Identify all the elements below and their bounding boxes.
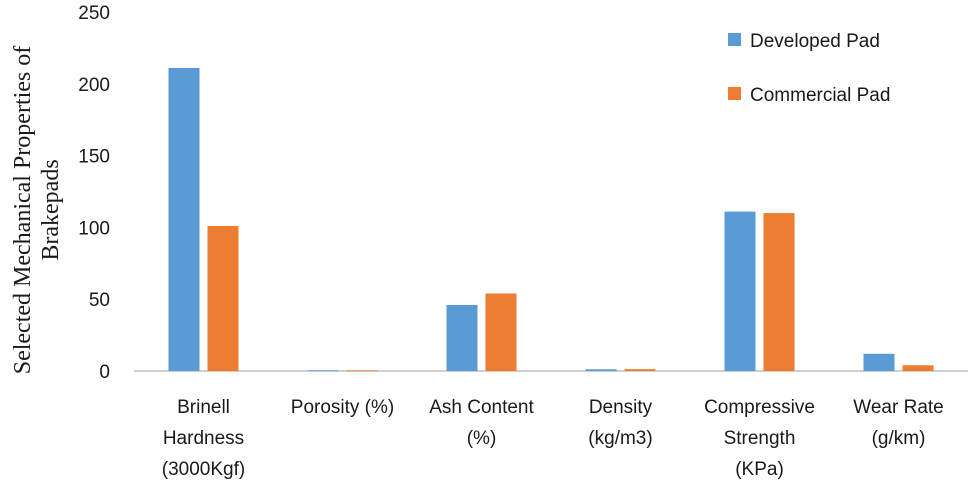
x-category-label: Porosity (%) <box>291 397 394 418</box>
bar-developed-5 <box>863 353 895 371</box>
bar-commercial-4 <box>763 213 795 371</box>
x-category-label-line: (g/km) <box>872 428 926 449</box>
x-category-label-line: Strength <box>724 428 796 449</box>
category-labels: Brinell Hardness (3000Kgf) Porosity (%) Ash … <box>162 397 944 480</box>
y-tick-label: 200 <box>78 75 110 96</box>
x-category-label-line: (3000Kgf) <box>162 459 245 480</box>
y-tick-label: 50 <box>89 290 110 311</box>
legend-label-1: Commercial Pad <box>750 85 890 106</box>
x-category-label-line: Ash Content <box>429 397 534 418</box>
x-category-label-line: Compressive <box>704 397 815 418</box>
y-tick-label: 100 <box>78 218 110 239</box>
x-category-label: Density (kg/m3) <box>588 397 652 449</box>
x-category-label-line: Brinell <box>177 397 230 418</box>
bar-commercial-0 <box>207 225 239 371</box>
y-axis-ticks: 0 50 100 150 200 250 <box>78 3 110 383</box>
x-category-label: Ash Content (%) <box>429 397 534 449</box>
y-axis-title: Selected Mechanical Properties ofBrakepa… <box>10 46 64 375</box>
x-category-label-line: Hardness <box>163 428 244 449</box>
x-category-label-line: Wear Rate <box>853 397 943 418</box>
bar-commercial-1 <box>346 370 378 372</box>
x-category-label-line: (%) <box>467 428 497 449</box>
legend-swatch-0 <box>728 33 741 46</box>
x-category-label-line: Porosity (%) <box>291 397 394 418</box>
x-category-label-line: Density <box>589 397 653 418</box>
legend: Developed Pad Commercial Pad <box>728 31 890 106</box>
x-category-label: Wear Rate (g/km) <box>853 397 943 449</box>
y-axis-title-line: Brakepads <box>38 159 64 260</box>
y-tick-label: 150 <box>78 147 110 168</box>
y-tick-label: 250 <box>78 3 110 24</box>
x-category-label-line: (KPa) <box>735 459 784 480</box>
x-category-label: Compressive Strength (KPa) <box>704 397 815 480</box>
bar-commercial-3 <box>624 369 656 371</box>
x-category-label-line: (kg/m3) <box>588 428 652 449</box>
bar-developed-2 <box>446 304 478 371</box>
bar-developed-3 <box>585 369 617 371</box>
bar-developed-4 <box>724 211 756 371</box>
y-tick-label: 0 <box>99 362 110 383</box>
bar-commercial-2 <box>485 293 517 371</box>
bar-developed-1 <box>307 370 339 372</box>
legend-label-0: Developed Pad <box>750 31 880 52</box>
legend-swatch-1 <box>728 87 741 100</box>
y-axis-title-text: Selected Mechanical Properties ofBrakepa… <box>10 46 64 375</box>
y-axis-title-line: Selected Mechanical Properties of <box>10 46 36 375</box>
bars <box>168 68 934 372</box>
x-category-label: Brinell Hardness (3000Kgf) <box>162 397 245 480</box>
bar-commercial-5 <box>902 365 934 371</box>
bar-developed-0 <box>168 68 200 371</box>
